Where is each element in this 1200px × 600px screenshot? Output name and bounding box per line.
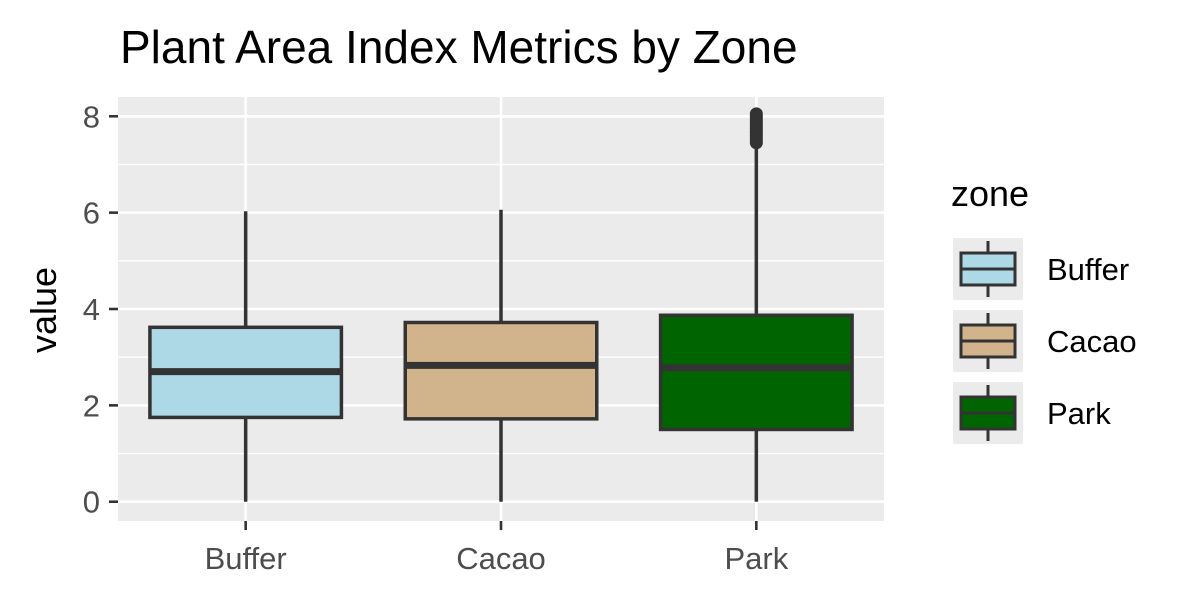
y-axis-title: value [23, 267, 64, 353]
box-cacao [403, 209, 599, 502]
legend-label: Buffer [1047, 252, 1129, 287]
legend-title: zone [951, 173, 1029, 214]
chart-title: Plant Area Index Metrics by Zone [120, 21, 798, 73]
y-tick-label: 6 [83, 196, 100, 231]
legend-label: Park [1047, 396, 1111, 431]
legend-item-buffer: Buffer [953, 238, 1129, 300]
x-tick-label: Park [724, 541, 788, 576]
box-iqr [403, 320, 599, 421]
legend-label: Cacao [1047, 324, 1137, 359]
box-park [658, 107, 854, 502]
legend-item-cacao: Cacao [953, 310, 1137, 372]
x-tick-label: Cacao [456, 541, 546, 576]
y-tick-label: 4 [83, 292, 100, 327]
y-tick-label: 0 [83, 485, 100, 520]
y-tick-label: 8 [83, 99, 100, 134]
box-iqr [658, 313, 854, 432]
y-axis: 0 2 4 6 8 [83, 99, 118, 520]
legend-item-park: Park [953, 382, 1111, 444]
y-tick-label: 2 [83, 388, 100, 423]
box-buffer [148, 211, 344, 502]
outlier-point [749, 107, 763, 121]
boxes [148, 107, 854, 502]
legend: zone Buffer Cacao Park [951, 173, 1137, 444]
x-tick-label: Buffer [205, 541, 287, 576]
x-axis: Buffer Cacao Park [205, 521, 789, 576]
